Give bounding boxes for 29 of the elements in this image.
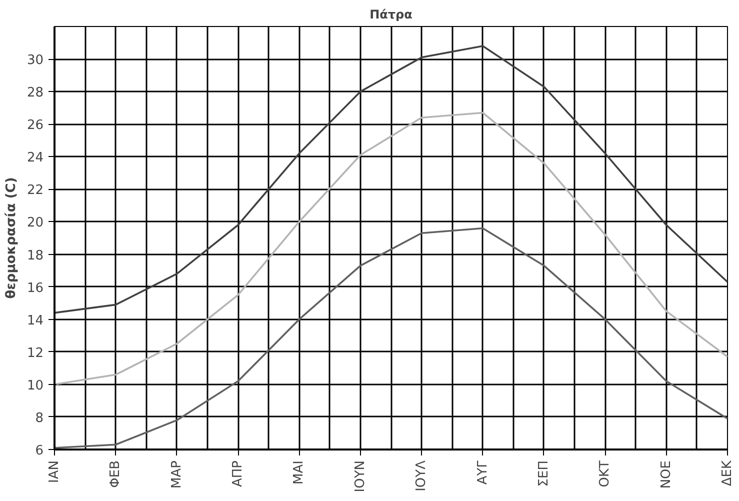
y-tick-label: 14 (26, 313, 44, 328)
y-tick-label: 16 (26, 280, 44, 296)
y-tick-label: 28 (26, 86, 44, 101)
chart-title: Πάτρα (370, 8, 412, 22)
y-tick-label: 6 (35, 444, 44, 458)
y-tick-label: 24 (26, 150, 44, 166)
x-tick-label: ΙΟΥΛ (414, 460, 430, 492)
line-series (54, 112, 728, 386)
y-tick-label: 12 (26, 346, 44, 361)
y-tick-label: 8 (35, 410, 44, 426)
y-tick-label: 22 (26, 183, 44, 198)
x-tick-label: ΔΕΚ (720, 460, 735, 486)
y-tick-label: 20 (26, 216, 44, 231)
x-tick-label: ΙΟΥΝ (352, 460, 368, 492)
y-tick-label: 26 (26, 118, 44, 134)
x-tick-label: ΣΕΠ (536, 460, 552, 487)
line-series (54, 45, 728, 314)
y-axis-title: θερμοκρασία (C) (4, 177, 19, 299)
x-tick-label: ΑΠΡ (230, 460, 246, 488)
y-tick-label: 10 (26, 378, 44, 394)
x-tick-label: ΜΑΙ (292, 460, 307, 484)
x-tick-label: ΟΚΤ (598, 460, 613, 488)
x-tick-label: ΙΑΝ (47, 460, 62, 483)
x-tick-label: ΑΥΓ (475, 460, 490, 485)
x-tick-label: ΦΕΒ (108, 460, 124, 488)
x-tick-label: ΝΟΕ (658, 460, 674, 489)
y-tick-label: 30 (26, 53, 44, 68)
y-tick-label: 18 (26, 248, 44, 264)
x-tick-label: ΜΑΡ (169, 460, 184, 488)
